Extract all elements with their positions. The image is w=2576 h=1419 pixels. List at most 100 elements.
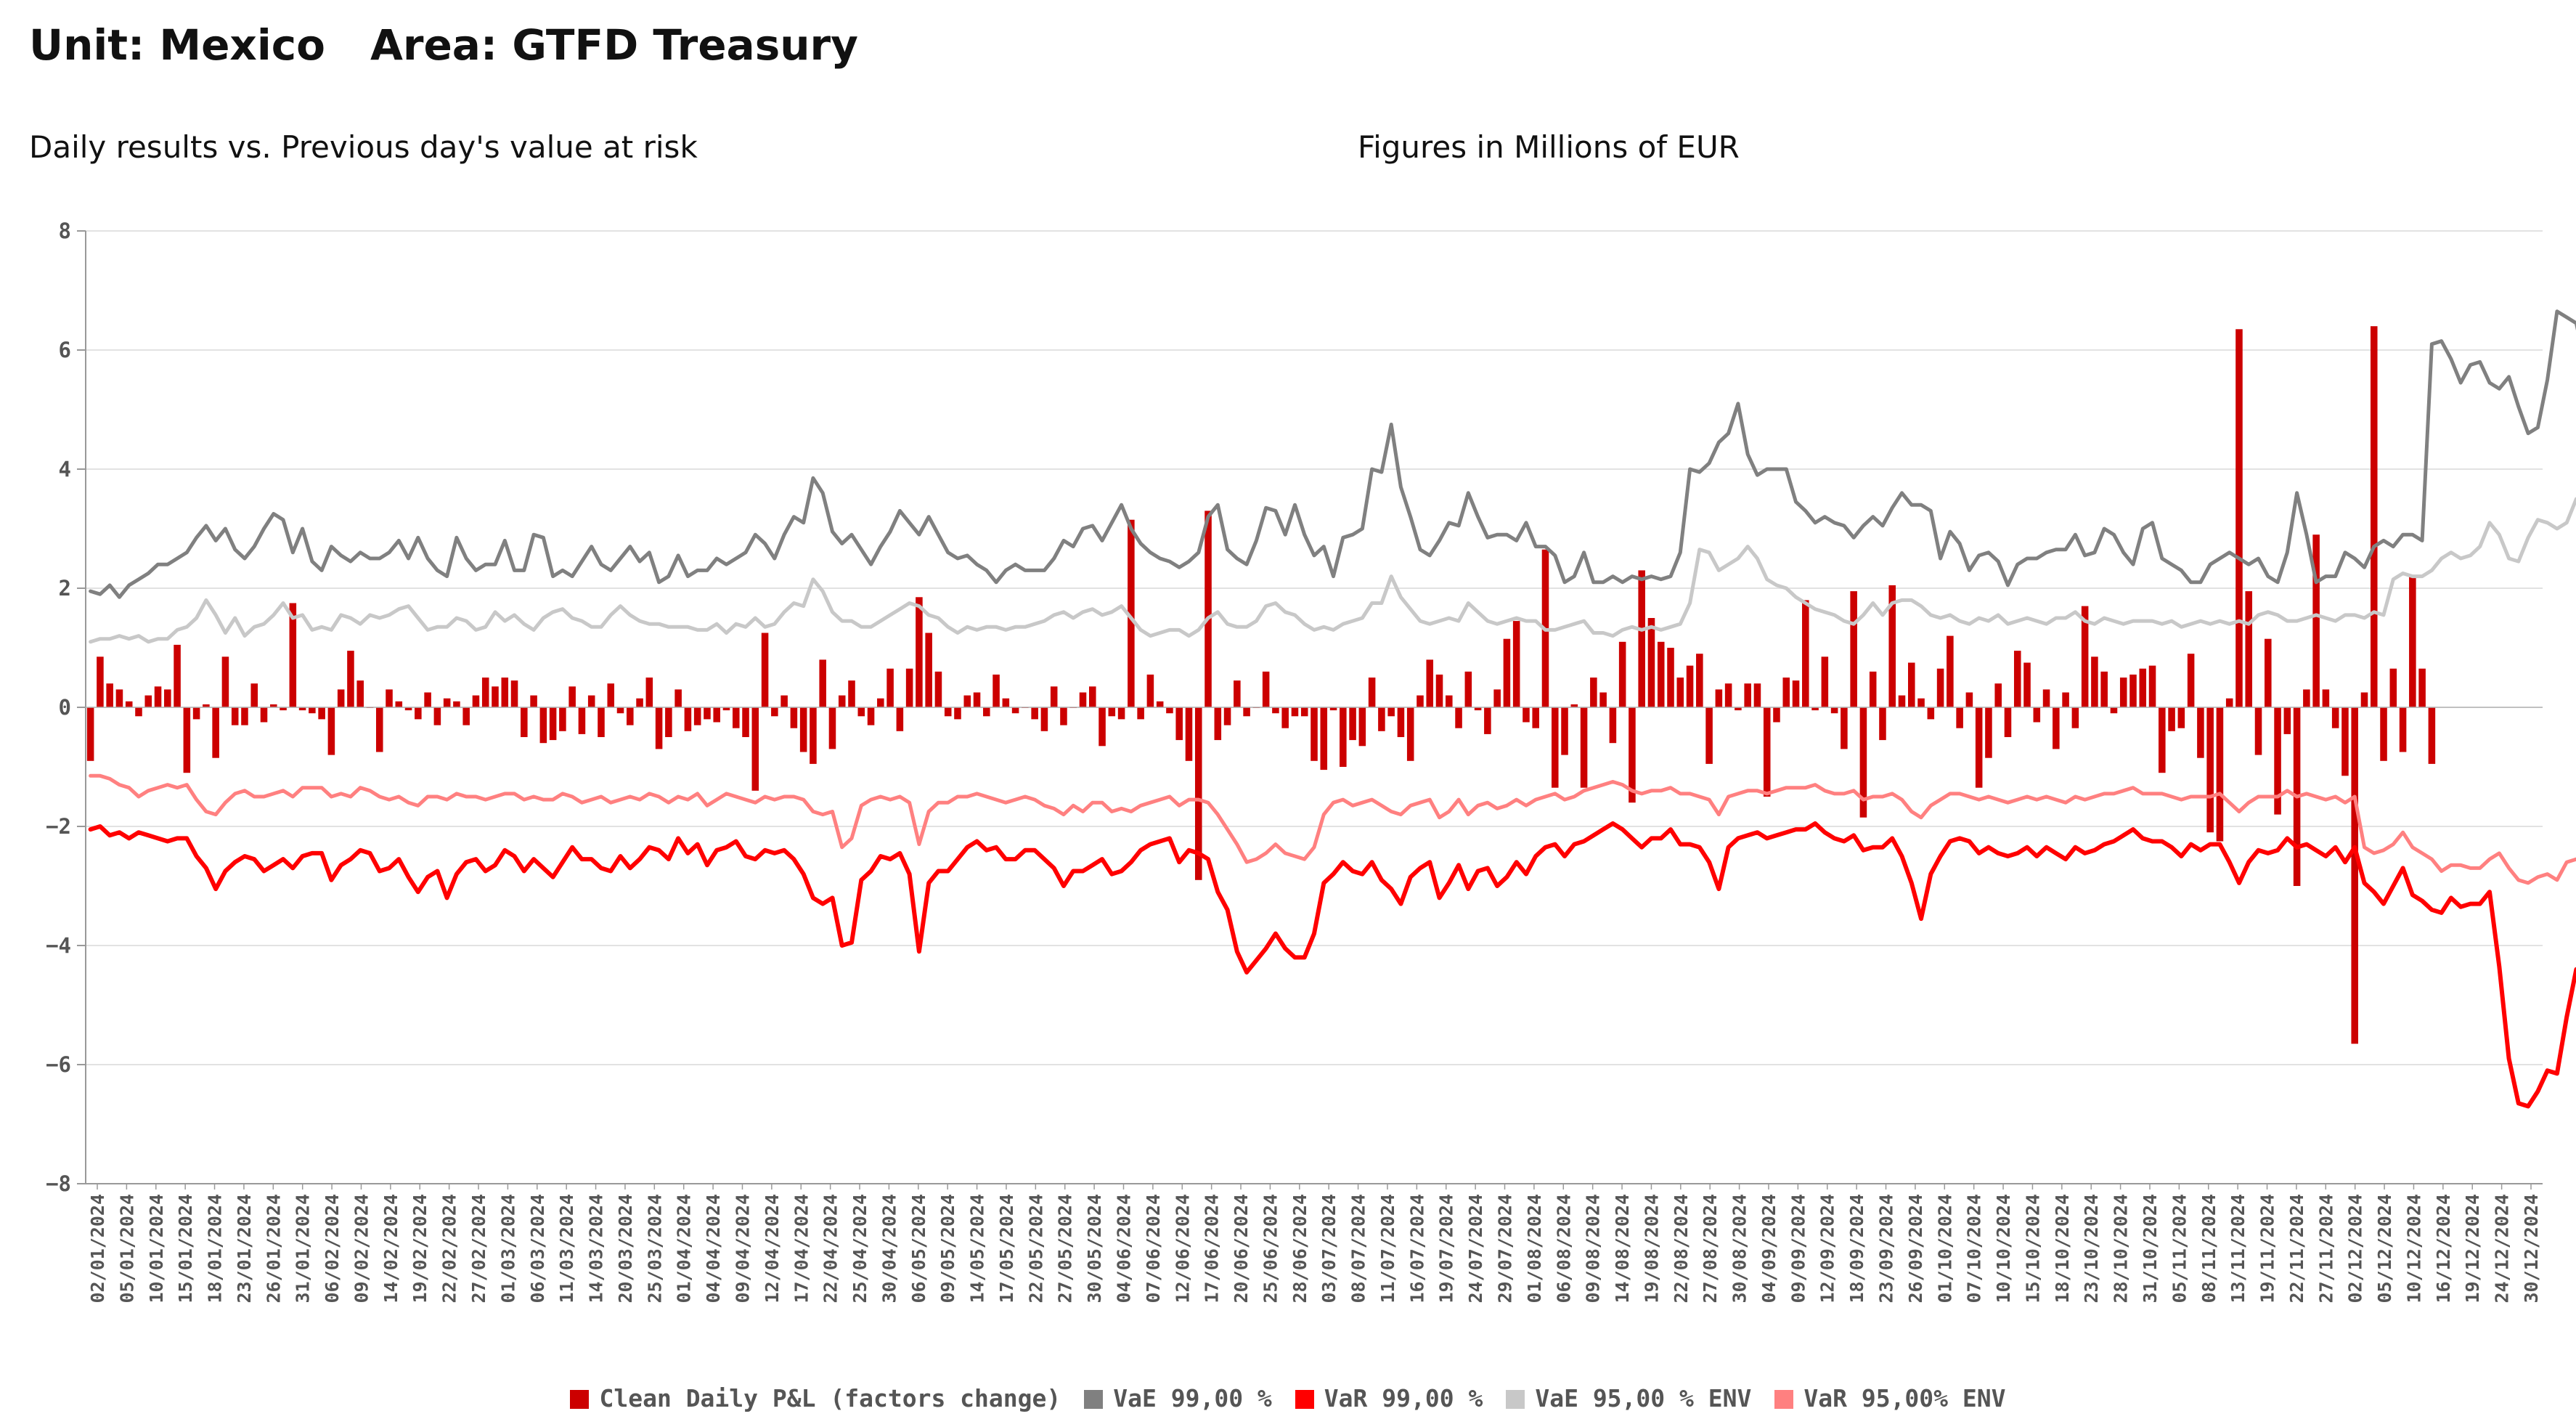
x-tick-label: 06/08/2024: [1553, 1194, 1574, 1304]
legend-item: VaE 99,00 %: [1084, 1384, 1272, 1412]
pnl-bar: [2071, 707, 2079, 728]
x-tick-label: 15/01/2024: [175, 1194, 196, 1304]
units-note: Figures in Millions of EUR: [1358, 129, 1740, 165]
pnl-bar: [2351, 707, 2359, 1044]
pnl-bar: [375, 707, 383, 752]
y-axis-ticks: 8 6 4 2 0 −2 −4 −6 −8: [46, 219, 71, 1196]
pnl-bar: [1137, 707, 1144, 720]
pnl-bar: [2081, 606, 2089, 707]
y-tick-label: 4: [59, 457, 71, 481]
pnl-bar: [1609, 707, 1617, 744]
pnl-bar: [1262, 671, 1270, 707]
pnl-bar: [404, 707, 412, 711]
legend-item: Clean Daily P&L (factors change): [570, 1384, 1061, 1412]
pnl-bar: [983, 707, 990, 717]
chart-legend: Clean Daily P&L (factors change) VaE 99,0…: [0, 1384, 2576, 1412]
pnl-bar: [269, 704, 277, 707]
x-tick-label: 31/01/2024: [293, 1194, 314, 1304]
pnl-bar: [1205, 511, 1212, 707]
x-tick-label: 25/03/2024: [644, 1194, 665, 1304]
pnl-bar: [164, 689, 171, 707]
pnl-bar: [925, 633, 932, 707]
pnl-bar: [1358, 707, 1366, 747]
pnl-bar: [2168, 707, 2175, 731]
pnl-bar: [2331, 707, 2339, 728]
pnl-bar: [1223, 707, 1231, 725]
pnl-bar: [1146, 674, 1154, 707]
pnl-bar: [231, 707, 239, 725]
series-line-vae-99-00-: [89, 309, 2576, 599]
x-tick-label: 06/05/2024: [908, 1194, 929, 1304]
pnl-bar: [1879, 707, 1886, 741]
x-tick-label: 04/04/2024: [703, 1194, 724, 1304]
legend-swatch: [570, 1390, 590, 1409]
x-tick-label: 10/10/2024: [1993, 1194, 2014, 1304]
y-tick-label: −2: [46, 814, 71, 839]
pnl-bar: [1185, 707, 1193, 761]
pnl-bar: [2091, 656, 2098, 707]
pnl-bar: [1493, 689, 1501, 707]
var-lines: [88, 309, 2576, 1109]
pnl-bar: [1108, 707, 1116, 717]
pnl-bar: [347, 651, 354, 707]
pnl-bar: [665, 707, 672, 737]
x-tick-label: 24/07/2024: [1465, 1194, 1486, 1304]
x-tick-label: 20/03/2024: [615, 1194, 636, 1304]
pnl-bar: [125, 701, 133, 707]
pnl-bar: [1898, 695, 1906, 707]
pnl-bar: [433, 707, 441, 725]
pnl-bar: [2341, 707, 2349, 776]
pnl-bar: [819, 659, 826, 707]
x-tick-label: 22/04/2024: [820, 1194, 841, 1304]
x-tick-label: 01/04/2024: [674, 1194, 695, 1304]
pnl-bar: [693, 707, 701, 725]
x-tick-label: 30/12/2024: [2521, 1194, 2542, 1304]
pnl-bar: [780, 695, 788, 707]
pnl-bar: [1099, 707, 1106, 747]
pnl-bar: [771, 707, 778, 717]
y-tick-label: −6: [46, 1052, 71, 1077]
legend-label: VaR 95,00% ENV: [1803, 1384, 2006, 1412]
pnl-bar: [1947, 635, 1954, 707]
pnl-bar: [260, 707, 268, 723]
pnl-bar: [1523, 707, 1530, 723]
pnl-bar: [973, 692, 981, 707]
pnl-bar: [2100, 671, 2108, 707]
pnl-bar: [549, 707, 557, 741]
x-tick-label: 27/02/2024: [468, 1194, 489, 1304]
x-tick-label: 07/10/2024: [1964, 1194, 1985, 1304]
pnl-bar: [1792, 680, 1800, 707]
pnl-bar: [838, 695, 846, 707]
pnl-bar: [1349, 707, 1356, 741]
series-line-vae-95-00-env: [89, 497, 2576, 644]
x-tick-label: 16/12/2024: [2433, 1194, 2454, 1304]
y-tick-label: 6: [59, 338, 71, 362]
pnl-bar: [722, 707, 730, 711]
pnl-bar: [1532, 707, 1540, 728]
pnl-bar: [1300, 707, 1308, 717]
pnl-bar: [501, 678, 509, 707]
pnl-bars: [86, 326, 2436, 1044]
pnl-bar: [2265, 638, 2272, 707]
pnl-bar: [386, 689, 393, 707]
x-tick-label: 12/09/2024: [1817, 1194, 1838, 1304]
pnl-bar: [1397, 707, 1405, 737]
x-tick-label: 17/06/2024: [1202, 1194, 1223, 1304]
pnl-bar: [742, 707, 749, 737]
pnl-bar: [1406, 707, 1414, 761]
pnl-bar: [2110, 707, 2118, 714]
pnl-bar: [481, 678, 489, 707]
legend-item: VaR 95,00% ENV: [1774, 1384, 2006, 1412]
pnl-bar: [1234, 680, 1241, 707]
pnl-bar: [1446, 695, 1453, 707]
area-label: Area: GTFD Treasury: [370, 20, 858, 70]
pnl-bar: [790, 707, 798, 728]
x-tick-label: 25/06/2024: [1260, 1194, 1281, 1304]
pnl-bar: [1291, 707, 1299, 717]
pnl-bar: [1753, 683, 1761, 707]
pnl-bar: [559, 707, 566, 731]
pnl-bar: [1512, 621, 1520, 707]
chart-subtitle: Daily results vs. Previous day's value a…: [29, 129, 698, 165]
x-tick-label: 27/08/2024: [1700, 1194, 1721, 1304]
pnl-bar: [954, 707, 961, 720]
